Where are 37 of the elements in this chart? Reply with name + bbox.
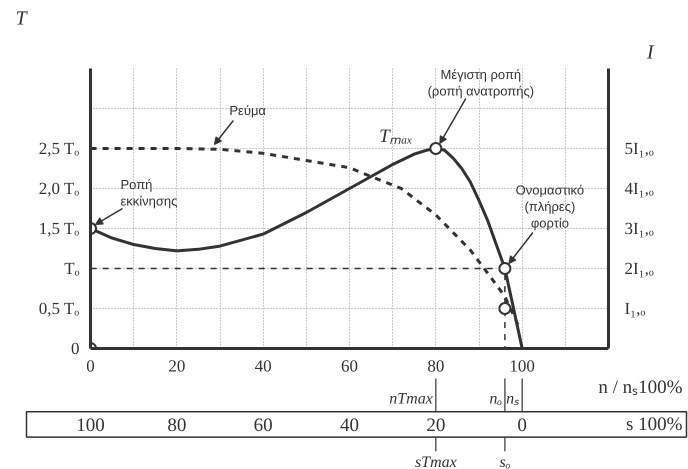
text: nₒ	[489, 390, 502, 408]
x-tick-label: 20	[168, 356, 186, 376]
y-tick-label: 2,5 Tₒ	[38, 139, 80, 158]
annotation: Μέγιστη ροπή (ροπή ανατροπής)	[428, 66, 534, 98]
y2-tick-label: 4I₁,ₒ	[624, 179, 654, 198]
y2-tick-label: 5I₁,ₒ	[624, 139, 654, 158]
x-tick-label: 0	[86, 356, 95, 376]
annotation: Ροπή εκκίνησης	[120, 176, 178, 208]
x2-axis-title: s 100%	[626, 414, 683, 435]
x-tick-label: 80	[427, 356, 444, 376]
x2-tick-label: 100	[76, 414, 105, 436]
x2-tick-label: 0	[517, 414, 527, 436]
x-tick-label: 40	[254, 356, 272, 376]
annotation: Ονομαστικό (πλήρες) φορτίο	[516, 182, 584, 230]
text: nTmax	[389, 390, 433, 408]
y2-tick-label: I₁,ₒ	[624, 299, 646, 318]
x2-tick-label: 60	[254, 414, 273, 436]
text: sₒ	[500, 454, 511, 469]
x2-tick-label: 20	[426, 414, 446, 436]
x-tick-label: 100	[509, 356, 535, 376]
x2-tick-label: 40	[340, 414, 359, 436]
y-tick-label: 0,5 Tₒ	[38, 299, 80, 318]
text: sTmax	[414, 454, 457, 469]
annotation: Ρεύμα	[229, 103, 266, 118]
y-tick-label: 1,5 Tₒ	[38, 219, 80, 238]
x2-tick-label: 80	[167, 414, 186, 436]
y-axis-title: T	[16, 8, 28, 30]
y2-tick-label: 2I₁,ₒ	[624, 259, 654, 278]
x-tick-label: 60	[341, 356, 358, 376]
x-axis-title: n / nₛ100%	[598, 376, 683, 398]
y-tick-label: 0	[71, 339, 80, 358]
annotation: Tₘₐₓ	[379, 126, 413, 147]
y2-tick-label: 3I₁,ₒ	[624, 219, 654, 238]
y2-axis-title: I	[646, 42, 655, 64]
text: nₛ	[506, 390, 520, 408]
y-tick-label: 2,0 Tₒ	[38, 179, 80, 198]
y-tick-label: Tₒ	[64, 259, 80, 278]
